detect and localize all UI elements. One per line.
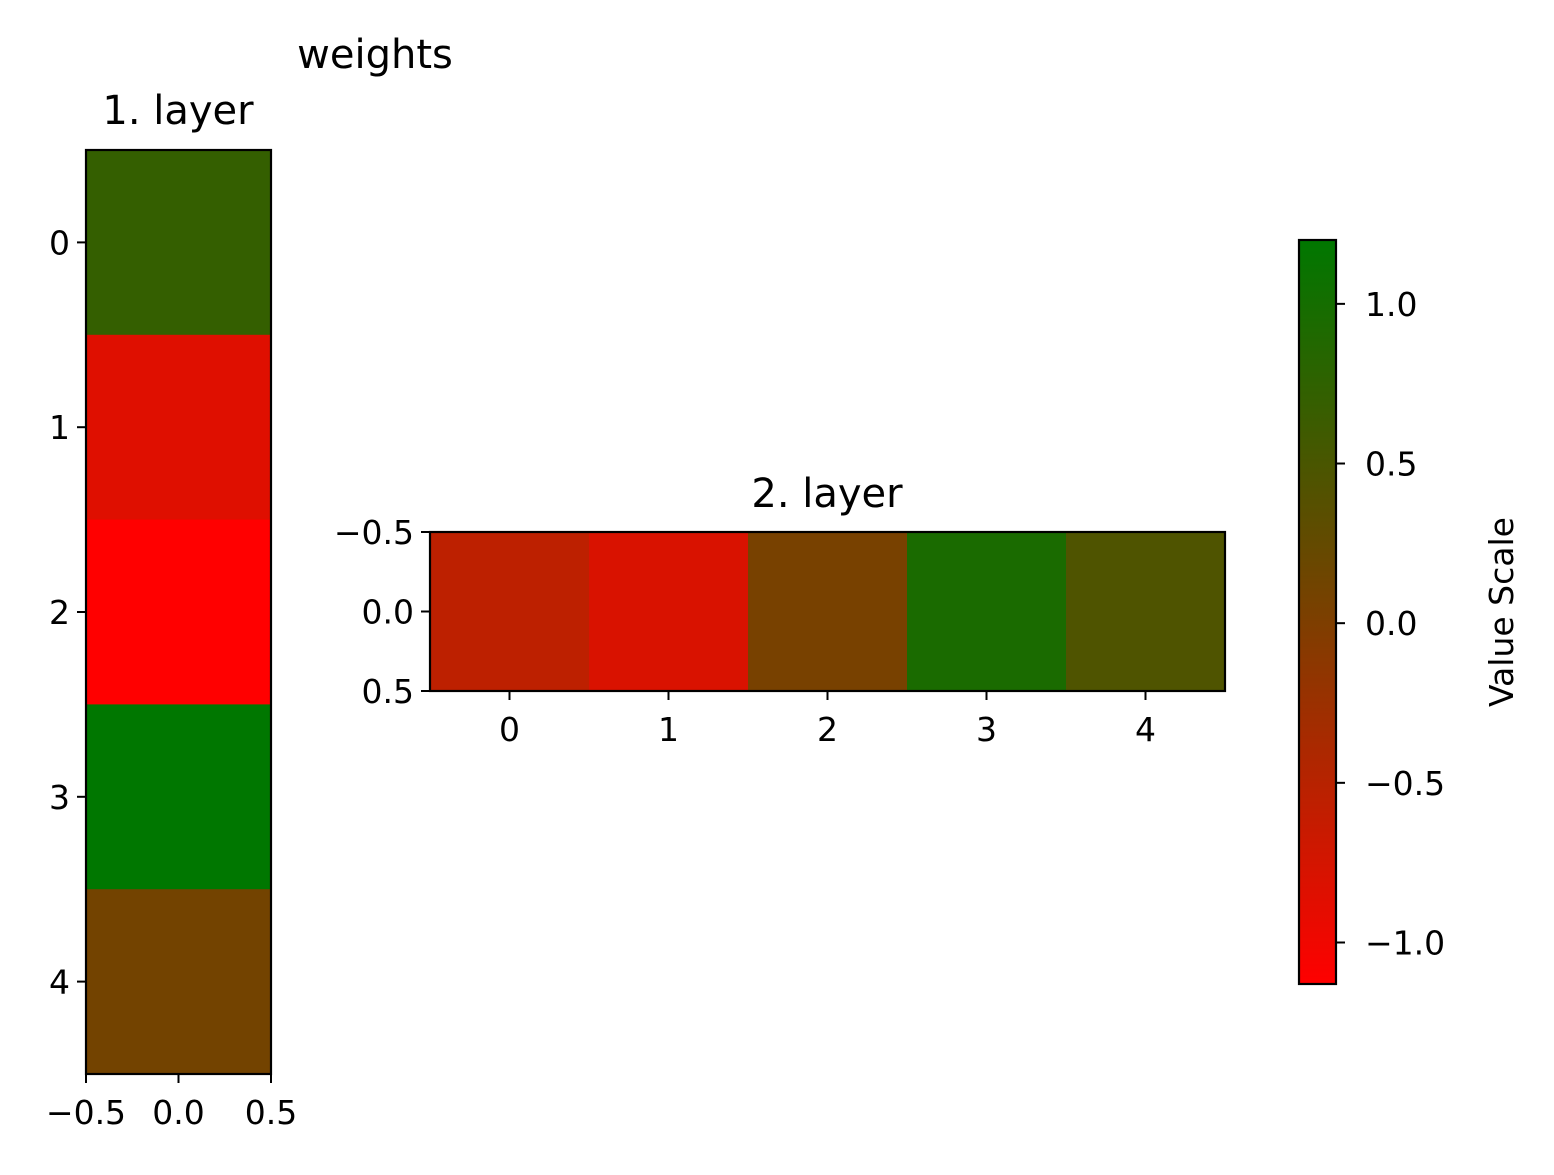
- colorbar-label: Value Scale: [1482, 517, 1521, 707]
- layer-2-cell: [907, 532, 1067, 691]
- layer-1-xtick-label: 0.5: [245, 1093, 297, 1132]
- layer-2-xtick-label: 1: [658, 710, 679, 749]
- layer-2-xtick-label: 4: [1135, 710, 1156, 749]
- layer-1-ytick-label: 4: [49, 963, 70, 1002]
- layer-1-ytick-label: 1: [49, 408, 70, 447]
- layer-2-ytick-label: 0.0: [362, 593, 414, 632]
- layer-2-xtick-label: 3: [976, 710, 997, 749]
- layer-1-cell: [86, 334, 271, 521]
- layer-2-xtick-label: 0: [499, 710, 520, 749]
- layer-1-cell: [86, 704, 271, 890]
- colorbar-tick-label: −0.5: [1365, 764, 1445, 803]
- layer-1-ytick-label: 3: [49, 778, 70, 817]
- layer-2-title: 2. layer: [751, 471, 903, 517]
- layer-1-ytick-label: 2: [49, 593, 70, 632]
- figure-title: weights: [297, 32, 453, 78]
- layer-2-cell: [430, 532, 590, 691]
- layer-1-title: 1. layer: [102, 88, 254, 134]
- colorbar-tick-label: 1.0: [1365, 285, 1417, 324]
- layer-1-xtick-label: 0.0: [152, 1093, 204, 1132]
- layer-1-cell: [86, 150, 271, 336]
- layer-1-cell: [86, 519, 271, 705]
- layer-2-cell: [589, 532, 749, 691]
- colorbar-tick-label: 0.0: [1365, 604, 1417, 643]
- colorbar-tick-label: −1.0: [1365, 923, 1445, 962]
- layer-2-cell: [748, 532, 908, 691]
- layer-2-ytick-label: −0.5: [334, 513, 414, 552]
- layer-2-cell: [1066, 532, 1226, 691]
- colorbar-gradient: [1297, 238, 1338, 986]
- colorbar: 1.0 0.5 0.0 −0.5 −1.0 Value Scale: [1297, 238, 1521, 986]
- layer-1-xtick-label: −0.5: [46, 1093, 126, 1132]
- layer-2-ytick-label: 0.5: [362, 672, 414, 711]
- layer-1-ytick-label: 0: [49, 223, 70, 262]
- layer-1-heatmap: 1. layer 0 1 2 3 4 −0.5 0.0 0.5: [46, 88, 297, 1132]
- layer-1-cell: [86, 889, 271, 1075]
- layer-2-heatmap: 2. layer 0 1 2 3 4 −0.5 0.0 0.5: [334, 471, 1227, 749]
- layer-2-xtick-label: 2: [817, 710, 838, 749]
- colorbar-tick-label: 0.5: [1365, 445, 1417, 484]
